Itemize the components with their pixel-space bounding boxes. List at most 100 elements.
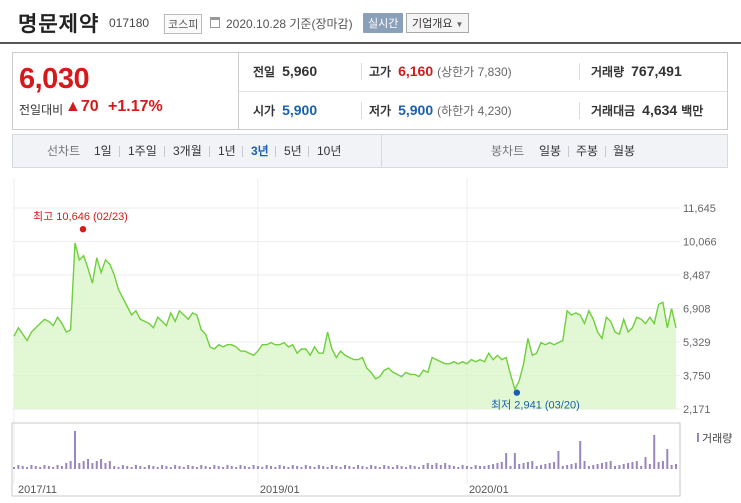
y-tick-label: 8,487 xyxy=(683,270,711,282)
line-chart-label: 선차트 xyxy=(47,144,81,158)
high-cell: 고가 6,160 (상한가 7,830) xyxy=(369,53,512,92)
volume-bar xyxy=(596,464,599,469)
volume-bar xyxy=(291,465,294,469)
volume-cell: 거래량 767,491 xyxy=(591,53,682,92)
volume-bar xyxy=(121,465,124,469)
volume-bar xyxy=(278,465,281,469)
volume-bar xyxy=(627,463,630,469)
y-tick-label: 3,750 xyxy=(683,371,711,383)
volume-bar xyxy=(335,466,338,469)
divider xyxy=(361,63,362,80)
period-tab-5y[interactable]: 5년 xyxy=(284,144,302,158)
current-price: 6,030 xyxy=(19,63,90,95)
volume-bar xyxy=(509,466,512,469)
volume-bar xyxy=(344,465,346,469)
volume-bar xyxy=(317,465,320,469)
volume-bar xyxy=(365,467,368,469)
volume-bar xyxy=(548,463,551,469)
volume-bar xyxy=(670,465,673,469)
company-code: 017180 xyxy=(109,16,150,30)
volume-bar xyxy=(104,463,107,469)
open-label: 시가 xyxy=(253,104,276,118)
volume-bar xyxy=(113,466,116,469)
volume-bar xyxy=(374,466,377,469)
volume-bar xyxy=(182,467,185,469)
divider xyxy=(164,146,165,157)
low-label: 저가 xyxy=(369,104,392,118)
volume-bar xyxy=(348,466,351,469)
realtime-button[interactable]: 실시간 xyxy=(363,13,404,33)
volume-bar xyxy=(474,465,477,469)
low-value: 5,900 xyxy=(398,102,434,118)
volume-bar xyxy=(91,463,94,469)
volume-bar xyxy=(387,466,390,469)
volume-bar xyxy=(418,467,421,469)
date-text: 2020.10.28 기준(장마감) xyxy=(226,17,353,31)
high-label: 고가 xyxy=(369,65,392,79)
upper-limit: (상한가 7,830) xyxy=(437,65,512,79)
divider xyxy=(605,146,606,157)
volume-bar xyxy=(557,451,560,469)
volume-bar xyxy=(609,461,612,469)
volume-bar xyxy=(435,463,438,469)
price-panel: 6,030 전일대비 ▲70 +1.17% xyxy=(12,52,238,130)
low-marker xyxy=(513,389,521,396)
volume-bar xyxy=(78,463,81,469)
prev-close-cell: 전일 5,960 xyxy=(253,53,317,92)
candle-tab-daily[interactable]: 일봉 xyxy=(539,144,562,158)
lower-limit: (하한가 4,230) xyxy=(437,104,512,118)
volume-bar xyxy=(457,467,460,469)
volume-bar xyxy=(235,467,238,469)
volume-bar xyxy=(326,467,329,469)
volume-bar xyxy=(605,462,608,469)
price-chart-svg: 거래량 11,645 10,066 8,487 6,908 5,329 3,750 2,17… xyxy=(11,178,732,497)
volume-bar xyxy=(587,466,590,469)
volume-bar xyxy=(378,467,381,469)
volume-bar xyxy=(635,461,638,469)
change-percent: +1.17% xyxy=(108,98,163,115)
volume-bar xyxy=(161,465,164,469)
volume-bar xyxy=(439,465,442,469)
volume-bar xyxy=(165,466,168,469)
period-tab-3m[interactable]: 3개월 xyxy=(173,144,202,158)
volume-bar xyxy=(309,466,312,469)
y-tick-label: 6,908 xyxy=(683,304,711,316)
x-tick-label: 2017/11 xyxy=(18,484,57,496)
volume-bar xyxy=(200,465,203,469)
candle-chart-label: 봉차트 xyxy=(491,144,525,158)
volume-bar xyxy=(230,466,233,469)
volume-legend-swatch xyxy=(697,433,699,442)
volume-bar xyxy=(17,465,20,469)
volume-bar xyxy=(461,465,464,469)
period-tab-1d[interactable]: 1일 xyxy=(94,144,112,158)
volume-bar xyxy=(13,467,15,469)
open-value: 5,900 xyxy=(282,102,318,118)
volume-bar xyxy=(191,466,194,469)
volume-bar xyxy=(47,466,50,469)
volume-bar xyxy=(505,453,508,469)
volume-bar xyxy=(60,466,63,469)
volume-bar xyxy=(487,465,490,469)
period-tab-1w[interactable]: 1주일 xyxy=(128,144,157,158)
volume-bar xyxy=(21,466,24,469)
candle-tab-weekly[interactable]: 주봉 xyxy=(576,144,599,158)
volume-bar xyxy=(226,465,229,469)
volume-bar xyxy=(535,466,538,469)
period-tab-1y[interactable]: 1년 xyxy=(218,144,236,158)
volume-bar xyxy=(579,441,582,469)
volume-bar xyxy=(95,461,98,469)
volume-bar xyxy=(174,465,177,469)
toolbar-divider xyxy=(381,135,382,167)
volume-bar xyxy=(65,463,68,469)
volume-bar xyxy=(470,467,473,469)
volume-bar xyxy=(100,459,103,469)
period-tab-10y[interactable]: 10년 xyxy=(317,144,342,158)
stats-row: 시가 5,900 저가 5,900 (하한가 4,230) 거래대금 4,634 백만 xyxy=(239,92,727,131)
divider xyxy=(579,102,580,119)
volume-bar xyxy=(330,465,333,469)
period-tab-3y[interactable]: 3년 xyxy=(251,144,269,158)
company-info-button[interactable]: 기업개요 ▼ xyxy=(406,13,470,33)
divider xyxy=(568,146,569,157)
candle-tab-monthly[interactable]: 월봉 xyxy=(613,144,636,158)
volume-bar xyxy=(304,465,307,469)
